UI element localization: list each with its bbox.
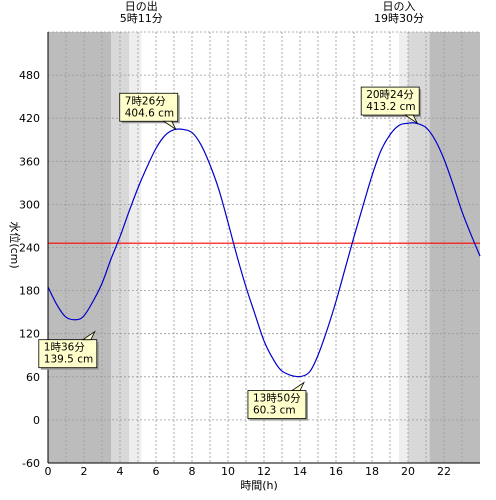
x-tick-label: 22: [437, 465, 451, 478]
y-tick-label: -60: [22, 457, 40, 470]
annotation-label: 13時50分: [253, 393, 301, 405]
x-tick-label: 4: [117, 465, 124, 478]
x-axis-label: 時間(h): [240, 479, 278, 492]
y-tick-label: 300: [19, 198, 40, 211]
annotation-box: [38, 339, 98, 369]
x-tick-label: 16: [329, 465, 343, 478]
shade-band-dawn: [399, 32, 408, 463]
sunrise-label: 5時11分: [120, 12, 163, 25]
x-tick-label: 0: [45, 465, 52, 478]
y-axis-label: 水位(cm): [8, 221, 22, 268]
y-tick-label: 0: [33, 414, 40, 427]
annotation-pointer: [403, 114, 419, 125]
annotation-label: 413.2 cm: [366, 101, 415, 113]
sunset-label: 19時30分: [374, 12, 424, 25]
x-tick-label: 8: [189, 465, 196, 478]
tick-labels: 0 2 4 6 8 10 12 14 16 18 20 22 -60 0 60 120 180 240 300 360…: [19, 69, 451, 478]
tide-series-line: [47, 122, 481, 378]
y-tick-label: 120: [19, 328, 40, 341]
annotation-pointer: [290, 381, 305, 391]
y-tick-label: 360: [19, 155, 40, 168]
x-tick-label: 2: [81, 465, 88, 478]
y-tick-label: 60: [26, 371, 40, 384]
x-tick-label: 20: [401, 465, 415, 478]
shade-band-twilight: [408, 32, 430, 463]
annotation-label: 60.3 cm: [253, 405, 296, 417]
annotation-label: 1時36分: [44, 342, 86, 354]
annotation-label: 7時26分: [125, 95, 167, 107]
annotation-box: [360, 86, 420, 116]
x-tick-label: 12: [257, 465, 271, 478]
x-tick-label: 18: [365, 465, 379, 478]
sunrise-label: 日の出: [125, 0, 158, 13]
x-tick-label: 6: [153, 465, 160, 478]
x-tick-label: 10: [221, 465, 235, 478]
annotation-label: 139.5 cm: [44, 354, 93, 366]
axes: [47, 32, 480, 464]
series-group: [47, 122, 481, 378]
shade-band-dawn: [129, 32, 142, 463]
annotation-box: [247, 390, 307, 419]
sunset-label: 日の入: [383, 0, 416, 13]
y-tick-label: 240: [19, 242, 40, 255]
y-tick-label: 480: [19, 69, 40, 82]
y-tick-label: 180: [19, 285, 40, 298]
x-tick-label: 14: [293, 465, 307, 478]
annotation-pointer: [162, 120, 177, 131]
annotation-label: 20時24分: [366, 89, 414, 101]
y-tick-label: 420: [19, 112, 40, 125]
annotation-pointer: [81, 330, 96, 341]
annotation-box: [119, 92, 179, 122]
annotation-label: 404.6 cm: [125, 107, 174, 119]
